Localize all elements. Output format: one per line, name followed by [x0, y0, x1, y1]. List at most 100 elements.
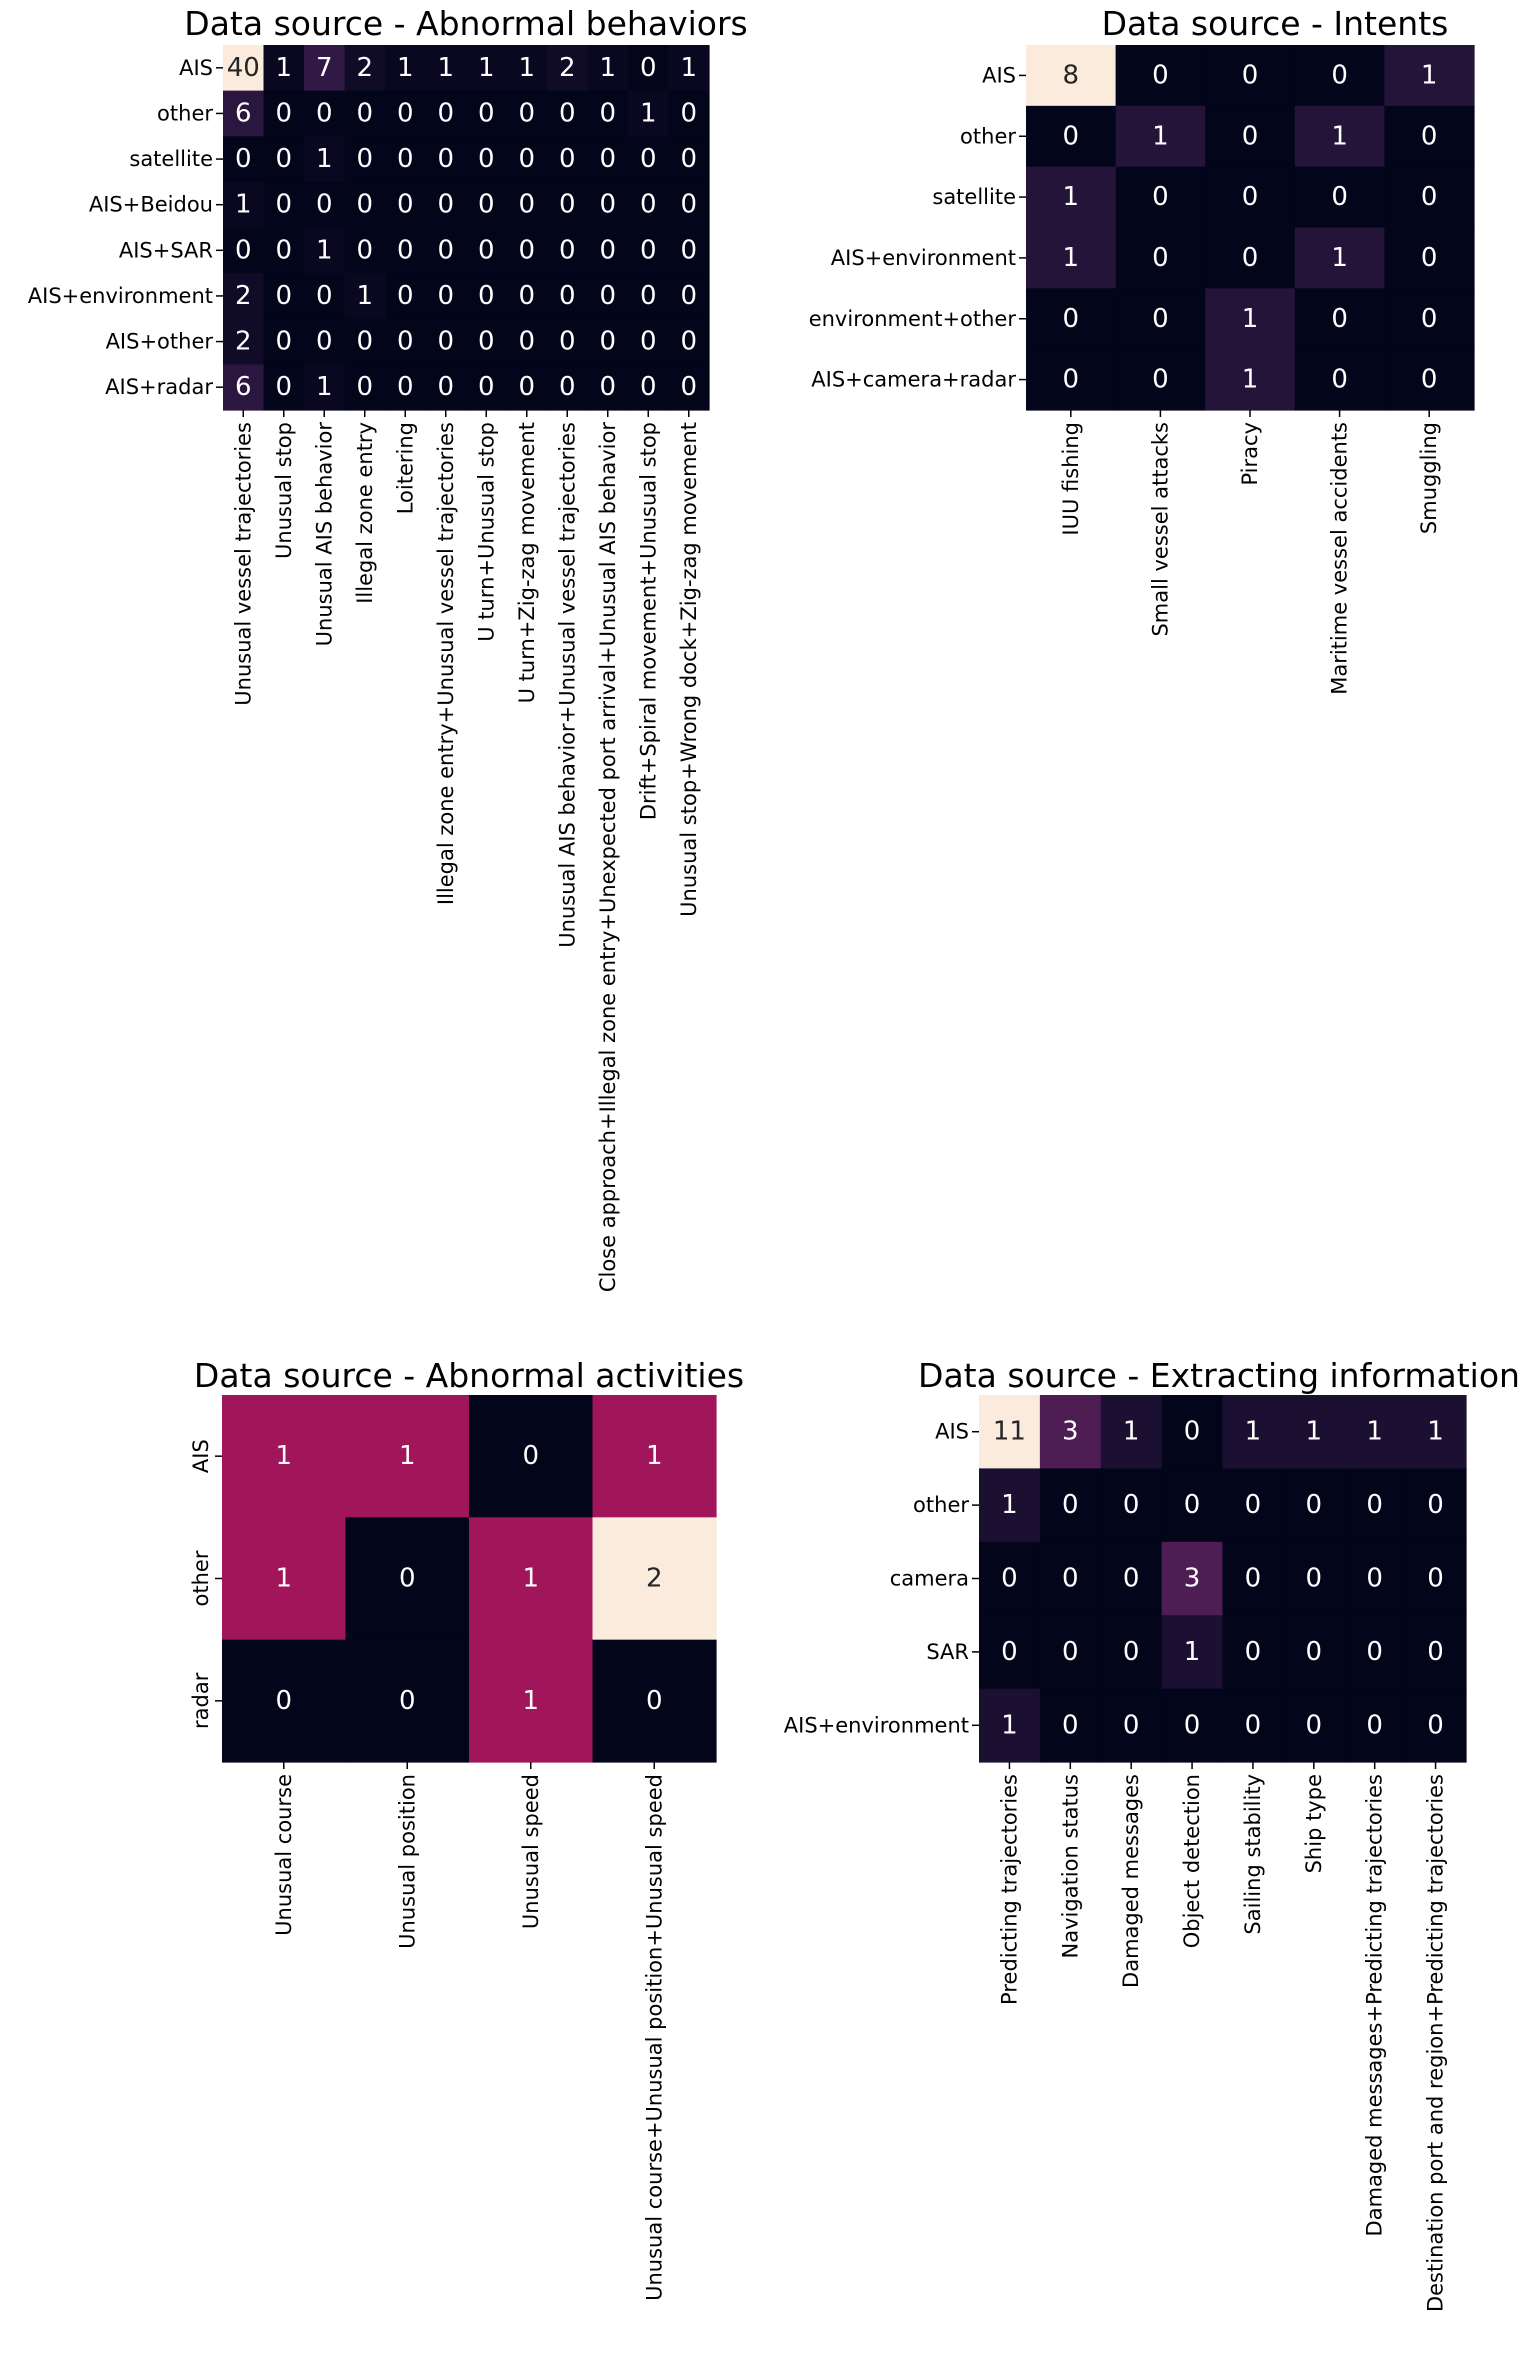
cell-value-label: 1 — [275, 1564, 292, 1594]
cell-value-label: 0 — [559, 98, 576, 128]
heatmap-cell — [547, 227, 589, 274]
heatmap-cell — [587, 45, 629, 92]
heatmap-cell — [222, 1395, 347, 1518]
cell-value-label: 0 — [1242, 121, 1259, 151]
cell-value-label: 0 — [1184, 1710, 1201, 1740]
column-label: Unusual stop — [272, 422, 296, 559]
heatmap-cell — [1115, 45, 1206, 107]
cell-value-label: 0 — [518, 372, 535, 402]
heatmap-cell — [1283, 1541, 1345, 1616]
cell-value-label: 0 — [1331, 365, 1348, 395]
heatmap-cell — [304, 364, 346, 411]
heatmap-cell — [385, 273, 427, 320]
cell-value-label: 0 — [559, 372, 576, 402]
heatmap-cell — [1222, 1615, 1284, 1690]
cell-value-label: 0 — [1152, 243, 1169, 273]
cell-value-label: 0 — [1184, 1490, 1201, 1520]
heatmap-cell — [668, 318, 710, 365]
heatmap-cell — [466, 45, 508, 92]
heatmap-cell — [263, 90, 305, 137]
heatmap-cell — [1344, 1541, 1406, 1616]
heatmap-cell — [628, 136, 670, 183]
cell-value-label: 0 — [1152, 304, 1169, 334]
heatmap-cell — [1405, 1688, 1467, 1763]
heatmap-cell — [1205, 349, 1296, 411]
row-label: satellite — [129, 147, 213, 171]
cell-value-label: 0 — [1306, 1564, 1323, 1594]
cell-value-label: 0 — [356, 327, 373, 357]
cell-value-label: 0 — [1123, 1637, 1140, 1667]
cell-value-label: 0 — [1063, 121, 1080, 151]
heatmap-cell — [1026, 349, 1117, 411]
cell-value-label: 1 — [1306, 1417, 1323, 1447]
cell-value-label: 0 — [275, 98, 292, 128]
cell-value-label: 2 — [646, 1564, 663, 1594]
row-label: AIS — [189, 1439, 213, 1473]
cell-value-label: 0 — [1245, 1710, 1262, 1740]
heatmap-cell — [1384, 166, 1475, 229]
cell-value-label: 0 — [1242, 182, 1259, 212]
heatmap-cell — [506, 90, 548, 137]
heatmap-cell — [1039, 1688, 1102, 1763]
cell-value-label: 0 — [1427, 1490, 1444, 1520]
heatmap-cell — [304, 227, 346, 274]
cell-value-label: 0 — [640, 144, 657, 174]
cell-value-label: 0 — [478, 372, 495, 402]
cell-value-label: 0 — [437, 372, 454, 402]
column-label: Small vessel attacks — [1148, 422, 1172, 637]
cell-value-label: 0 — [1427, 1564, 1444, 1594]
cell-value-label: 0 — [478, 281, 495, 311]
cell-value-label: 1 — [1331, 243, 1348, 273]
heatmap-cell — [1384, 288, 1475, 350]
heatmap-cell — [587, 181, 629, 229]
heatmap-panel-2: Data source - Intents 8 0 0 0 1 0 1 0 1 0 1 0 0 0 0 1 0 0 1… — [809, 4, 1475, 695]
heatmap-cell — [304, 45, 346, 92]
cell-value-label: 3 — [1062, 1417, 1079, 1447]
cell-value-label: 0 — [518, 281, 535, 311]
row-label: environment+other — [809, 307, 1017, 331]
heatmap-cell — [385, 136, 427, 183]
column-label: Unusual AIS behavior — [312, 422, 336, 647]
cell-value-label: 0 — [1063, 365, 1080, 395]
cell-value-label: 0 — [316, 281, 333, 311]
cell-value-label: 0 — [1062, 1490, 1079, 1520]
row-label: AIS+other — [106, 330, 214, 354]
heatmap-cell — [1222, 1541, 1284, 1616]
heatmap-cell — [385, 227, 427, 274]
heatmap-cell — [592, 1639, 717, 1763]
cell-value-label: 0 — [599, 372, 616, 402]
cell-value-label: 0 — [680, 235, 697, 265]
cell-value-label: 0 — [399, 1686, 416, 1716]
cell-value-label: 0 — [1123, 1564, 1140, 1594]
cell-value-label: 1 — [275, 53, 292, 83]
cell-value-label: 0 — [1366, 1490, 1383, 1520]
heatmap-cell — [547, 90, 589, 137]
cell-value-label: 1 — [437, 53, 454, 83]
heatmap-cell — [506, 273, 548, 320]
heatmap-cell — [469, 1639, 594, 1763]
column-label: Navigation status — [1058, 1774, 1082, 1958]
cell-value-label: 0 — [275, 372, 292, 402]
heatmap-cell — [506, 136, 548, 183]
heatmap-cell — [628, 90, 670, 137]
heatmap-cell — [547, 318, 589, 365]
cell-value-label: 0 — [1245, 1564, 1262, 1594]
cell-value-label: 0 — [559, 144, 576, 174]
column-label: Loitering — [393, 422, 417, 514]
heatmap-cell — [425, 364, 467, 411]
heatmap-cell — [1283, 1615, 1345, 1690]
heatmap-cell — [466, 90, 508, 137]
column-label: Damaged messages — [1119, 1774, 1143, 1988]
cell-value-label: 1 — [522, 1686, 539, 1716]
heatmap-cell — [1283, 1468, 1345, 1543]
cell-value-label: 1 — [1001, 1490, 1018, 1520]
heatmap-cell — [344, 181, 386, 229]
heatmap-cell — [1100, 1468, 1163, 1543]
row-label: AIS+environment — [831, 246, 1016, 270]
heatmap-cell — [587, 90, 629, 137]
cell-value-label: 0 — [1123, 1710, 1140, 1740]
heatmap-cell — [263, 273, 305, 320]
heatmap-cell — [587, 227, 629, 274]
heatmap-cell — [1205, 166, 1296, 229]
cell-value-label: 0 — [437, 98, 454, 128]
